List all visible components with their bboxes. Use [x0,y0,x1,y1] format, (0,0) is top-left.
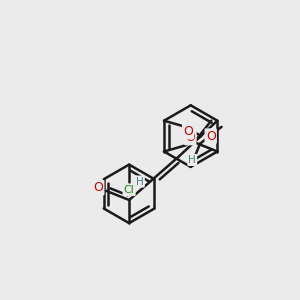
Text: H: H [136,176,144,187]
Text: O: O [185,131,195,144]
Text: O: O [185,128,195,141]
Text: O: O [183,125,193,138]
Text: Cl: Cl [124,185,134,195]
Text: H: H [188,155,196,165]
Text: O: O [93,181,103,194]
Text: O: O [206,130,216,142]
